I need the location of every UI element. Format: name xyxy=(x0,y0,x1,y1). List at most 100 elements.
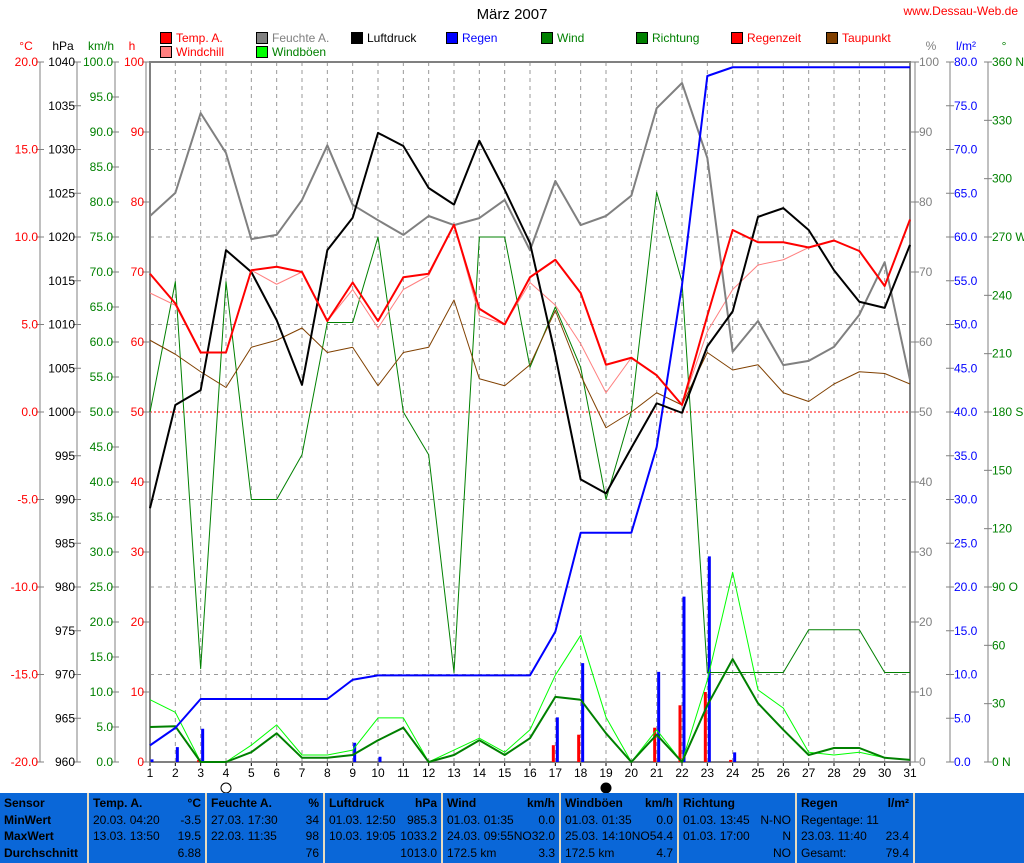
cell-time: 27.03. 17:30 xyxy=(211,812,278,827)
table-cell-row: 172.5 km 4.7 xyxy=(565,845,673,862)
legend-label: Regen xyxy=(462,31,498,45)
axis-tick-label-speed: 15.0 xyxy=(90,650,114,664)
cell-time: 20.03. 04:20 xyxy=(93,812,160,827)
series-windb-en xyxy=(149,571,911,763)
x-tick-label: 21 xyxy=(650,766,664,780)
legend-label: Luftdruck xyxy=(367,31,417,45)
cell-value: 79.4 xyxy=(885,845,909,860)
legend-swatch xyxy=(826,32,838,44)
table-column: Luftdruck hPa 01.03. 12:50 985.3 10.03. 19:0… xyxy=(325,793,441,863)
series-taupunkt xyxy=(149,299,911,429)
cell-value: 0.0 xyxy=(656,812,673,827)
table-column-sensor: Sensor MinWert MaxWert Durchschnitt xyxy=(0,793,87,863)
cell-time: 01.03. 01:35 xyxy=(447,812,514,827)
cell-time: 01.03. 12:50 xyxy=(329,812,396,827)
x-tick-label: 22 xyxy=(675,766,689,780)
table-cell-row: 27.03. 17:30 34 xyxy=(211,812,319,829)
table-cell-row: 6.88 xyxy=(93,845,201,862)
legend-item: Windchill xyxy=(160,45,224,59)
rain-bar xyxy=(581,663,585,762)
axis-tick-label-direction: 60 xyxy=(992,638,1006,652)
rain-bar xyxy=(175,747,179,762)
axis-tick-label-direction: 360 N xyxy=(992,55,1024,69)
axis-tick-label-temp: -15.0 xyxy=(11,668,39,682)
table-column-empty xyxy=(915,793,1024,863)
axis-tick-label-humidity: 50 xyxy=(919,405,933,419)
column-title: Windböen xyxy=(565,796,623,810)
axis-tick-label-pressure: 1015 xyxy=(48,274,75,288)
axis-title-speed: km/h xyxy=(88,39,114,53)
cell-value: 4.7 xyxy=(656,845,673,860)
legend-item: Windböen xyxy=(256,45,326,59)
x-tick-label: 25 xyxy=(751,766,765,780)
axis-tick-label-rain: 10.0 xyxy=(954,668,978,682)
axis-title-hours: h xyxy=(129,39,136,53)
table-cell-row: 13.03. 13:50 19.5 xyxy=(93,828,201,845)
legend-swatch xyxy=(256,32,268,44)
axis-tick-label-humidity: 80 xyxy=(919,195,933,209)
legend-label: Windchill xyxy=(176,45,225,59)
axis-tick-label-pressure: 980 xyxy=(55,580,75,594)
chart-title: März 2007 xyxy=(476,6,548,23)
table-cell-row: 01.03. 12:50 985.3 xyxy=(329,812,437,829)
axis-tick-label-temp: 10.0 xyxy=(15,230,39,244)
axis-tick-label-speed: 85.0 xyxy=(90,160,114,174)
cell-value: 76 xyxy=(305,845,319,860)
cell-value: 985.3 xyxy=(406,812,437,827)
axis-tick-label-direction: 300 xyxy=(992,172,1012,186)
axis-tick-label-temp: 0.0 xyxy=(21,405,38,419)
axis-tick-label-temp: -10.0 xyxy=(11,580,39,594)
axis-tick-label-hours: 100 xyxy=(124,55,144,69)
axis-tick-label-hours: 20 xyxy=(131,615,145,629)
rain-bar xyxy=(707,556,711,762)
cell-time: 13.03. 13:50 xyxy=(93,829,160,843)
x-tick-label: 2 xyxy=(172,766,179,780)
site-link[interactable]: www.Dessau-Web.de xyxy=(903,4,1019,18)
axis-tick-label-speed: 100.0 xyxy=(83,55,113,69)
axis-tick-label-temp: 5.0 xyxy=(21,318,38,332)
legend-swatch xyxy=(256,46,268,58)
column-title: Regen xyxy=(801,796,838,810)
x-tick-label: 26 xyxy=(777,766,791,780)
series-regen xyxy=(149,66,910,747)
x-tick-label: 6 xyxy=(273,766,280,780)
x-tick-label: 10 xyxy=(371,766,385,780)
column-title: Feuchte A. xyxy=(211,796,272,810)
x-tick-label: 19 xyxy=(599,766,613,780)
table-column: Regen l/m² Regentage: 11 23.03. 11:40 23.4 Ge… xyxy=(797,793,913,863)
rain-time-bar xyxy=(197,759,201,762)
column-unit: km/h xyxy=(644,796,673,810)
cell-time: 01.03. 13:45 xyxy=(683,812,750,827)
axis-tick-label-humidity: 100 xyxy=(919,55,939,69)
axis-tick-label-humidity: 0 xyxy=(919,755,926,769)
axis-tick-label-temp: -5.0 xyxy=(17,493,38,507)
axis-tick-label-rain: 80.0 xyxy=(954,55,978,69)
axis-tick-label-speed: 25.0 xyxy=(90,580,114,594)
cell-value: N xyxy=(782,829,791,843)
table-cell-row: 1013.0 xyxy=(329,845,437,862)
table-cell-row: 01.03. 17:00 N xyxy=(683,828,791,845)
rain-bar xyxy=(555,717,559,762)
rain-time-bar xyxy=(703,692,707,762)
cell-value: 34 xyxy=(305,812,319,827)
axis-tick-label-speed: 5.0 xyxy=(96,720,113,734)
x-tick-label: 18 xyxy=(574,766,588,780)
x-tick-label: 17 xyxy=(549,766,563,780)
legend-item: Feuchte A. xyxy=(256,31,329,45)
axis-tick-label-temp: 20.0 xyxy=(15,55,39,69)
cell-value: NO xyxy=(773,845,791,860)
cell-value: 3.3 xyxy=(538,845,555,860)
table-cell-row: 23.03. 11:40 23.4 xyxy=(801,828,909,845)
column-title: Luftdruck xyxy=(329,796,385,810)
rain-bar xyxy=(150,759,154,762)
series-richtung xyxy=(149,191,910,674)
x-tick-label: 13 xyxy=(447,766,461,780)
axis-tick-label-speed: 55.0 xyxy=(90,370,114,384)
x-tick-label: 29 xyxy=(853,766,867,780)
rain-time-bar xyxy=(678,705,682,762)
axis-tick-label-hours: 70 xyxy=(131,265,145,279)
axis-tick-label-humidity: 40 xyxy=(919,475,933,489)
axis-tick-label-humidity: 90 xyxy=(919,125,933,139)
rain-bar xyxy=(682,596,686,762)
